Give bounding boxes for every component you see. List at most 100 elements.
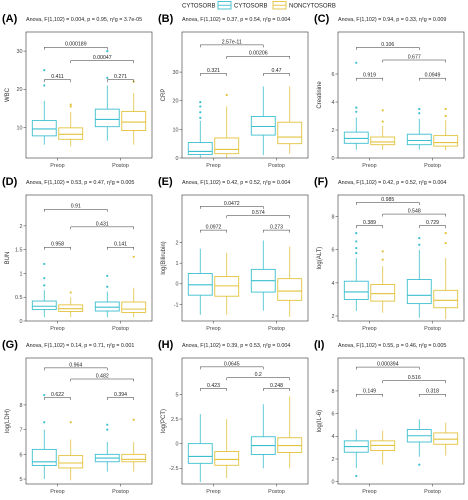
outlier-point <box>199 116 202 120</box>
comparison-bracket: 0.389 <box>356 220 383 229</box>
box-noncytosorb-postop <box>121 418 147 472</box>
bracket-line <box>263 388 290 392</box>
outlier-point <box>69 105 72 108</box>
bracket-line <box>70 226 134 230</box>
box-body <box>121 110 147 131</box>
p-value-label: 0.677 <box>408 54 421 60</box>
x-tick-label: Postop <box>424 163 441 169</box>
anova-caption: Anova, F(1,102) = 0.94, p = 0.33, η²g = … <box>338 17 446 23</box>
comparison-bracket: 0.00206 <box>226 51 290 59</box>
p-value-label: 0.394 <box>114 392 127 398</box>
x-tick-label: Postop <box>112 489 129 495</box>
box-cytosorb-preop <box>187 248 213 315</box>
y-tick-label: 0 <box>20 319 23 325</box>
comparison-bracket: 0.0645 <box>200 361 264 370</box>
outlier-point <box>444 232 447 235</box>
x-tick-label: Postop <box>112 163 129 169</box>
comparison-bracket: 0.47 <box>263 68 290 77</box>
y-tick-label: 20 <box>17 87 23 93</box>
y-tick-label: 8 <box>332 214 335 220</box>
p-value-label: 0.248 <box>270 383 283 389</box>
outlier-point <box>444 107 447 111</box>
x-tick-label: Postop <box>112 326 129 332</box>
y-tick-label: 0 <box>176 282 179 288</box>
outlier-point <box>418 243 421 246</box>
x-tick-label: Postop <box>424 326 441 332</box>
comparison-bracket: 0.0972 <box>200 225 227 233</box>
y-axis-title: log(IL-6) <box>317 410 323 432</box>
outlier-point <box>69 103 72 106</box>
comparison-bracket: 0.985 <box>356 197 420 205</box>
y-axis-title: WBC <box>5 87 11 102</box>
box-cytosorb-preop <box>187 414 213 483</box>
bracket-line <box>382 59 446 63</box>
anova-caption: Anova, F(1,102) = 0.42, p = 0.52, η²g = … <box>338 180 446 186</box>
comparison-bracket: 0.958 <box>44 242 71 250</box>
box-cytosorb-postop <box>94 274 120 318</box>
outlier-point <box>43 277 46 280</box>
panel-label: (H) <box>158 339 174 351</box>
y-tick-label: 30 <box>17 49 23 55</box>
comparison-bracket: 0.149 <box>356 389 383 397</box>
plot-area <box>181 357 309 485</box>
box-body <box>31 120 57 137</box>
plot-area <box>337 357 465 485</box>
box-body <box>406 279 432 305</box>
y-tick-label: 2 <box>332 314 335 320</box>
comparison-bracket: 0.2 <box>226 372 290 381</box>
plot-area <box>181 194 309 322</box>
p-value-label: 0.149 <box>363 389 376 395</box>
bracket-line <box>44 47 108 50</box>
outlier-point <box>106 274 109 277</box>
outlier-point <box>69 291 72 294</box>
box-body <box>214 137 240 155</box>
y-tick-label: -1 <box>174 302 179 308</box>
box-cytosorb-preop <box>343 61 369 150</box>
box-noncytosorb-preop <box>214 419 240 479</box>
plot-area <box>25 194 153 322</box>
p-value-label: 0.622 <box>51 392 64 398</box>
y-tick-label: 2 <box>176 240 179 246</box>
bracket-line <box>200 388 227 392</box>
box-noncytosorb-preop <box>58 421 84 481</box>
outlier-point <box>355 232 358 235</box>
y-tick-label: 2 <box>332 457 335 463</box>
anova-caption: Anova, F(1,102) = 0.14, p = 0.71, η²g = … <box>26 343 134 349</box>
box-body <box>343 280 369 300</box>
comparison-bracket: 0.677 <box>382 54 446 63</box>
comparison-bracket: 0.00047 <box>70 55 134 64</box>
panel-label: (G) <box>2 339 18 351</box>
y-tick-label: 6 <box>332 248 335 254</box>
bracket-line <box>107 247 134 250</box>
y-tick-label: 6 <box>332 412 335 418</box>
outlier-point <box>132 418 135 421</box>
bracket-line <box>226 56 290 59</box>
box-noncytosorb-preop <box>214 93 240 158</box>
box-body <box>343 131 369 144</box>
y-tick-label: 0 <box>332 480 335 486</box>
panel-6: (F) Anova, F(1,102) = 0.42, p = 0.52, η²g… <box>314 176 465 332</box>
y-tick-label: 1 <box>20 271 23 277</box>
legend-title: CYTOSORB <box>182 4 216 10</box>
outlier-point <box>418 463 421 466</box>
y-tick-label: 0 <box>176 442 179 448</box>
comparison-bracket: 0.482 <box>70 373 134 382</box>
p-value-label: 0.000394 <box>377 361 399 367</box>
outlier-point <box>418 107 421 111</box>
x-tick-label: Postop <box>268 489 285 495</box>
bracket-line <box>44 397 71 401</box>
panel-label: (B) <box>158 13 174 25</box>
box-body <box>433 289 459 309</box>
outlier-point <box>199 105 202 108</box>
comparison-bracket: 0.248 <box>263 383 290 392</box>
comparison-bracket: 0.729 <box>419 220 446 229</box>
plot-area <box>25 31 153 159</box>
box-noncytosorb-preop <box>58 103 84 147</box>
y-tick-label: 8 <box>332 389 335 395</box>
p-value-label: 0.423 <box>207 383 220 389</box>
panel-5: (E) Anova, F(1,102) = 0.42, p = 0.52, η²g… <box>158 176 309 332</box>
box-body <box>277 278 303 301</box>
box-cytosorb-postop <box>94 49 120 141</box>
box-cytosorb-preop <box>187 101 213 158</box>
